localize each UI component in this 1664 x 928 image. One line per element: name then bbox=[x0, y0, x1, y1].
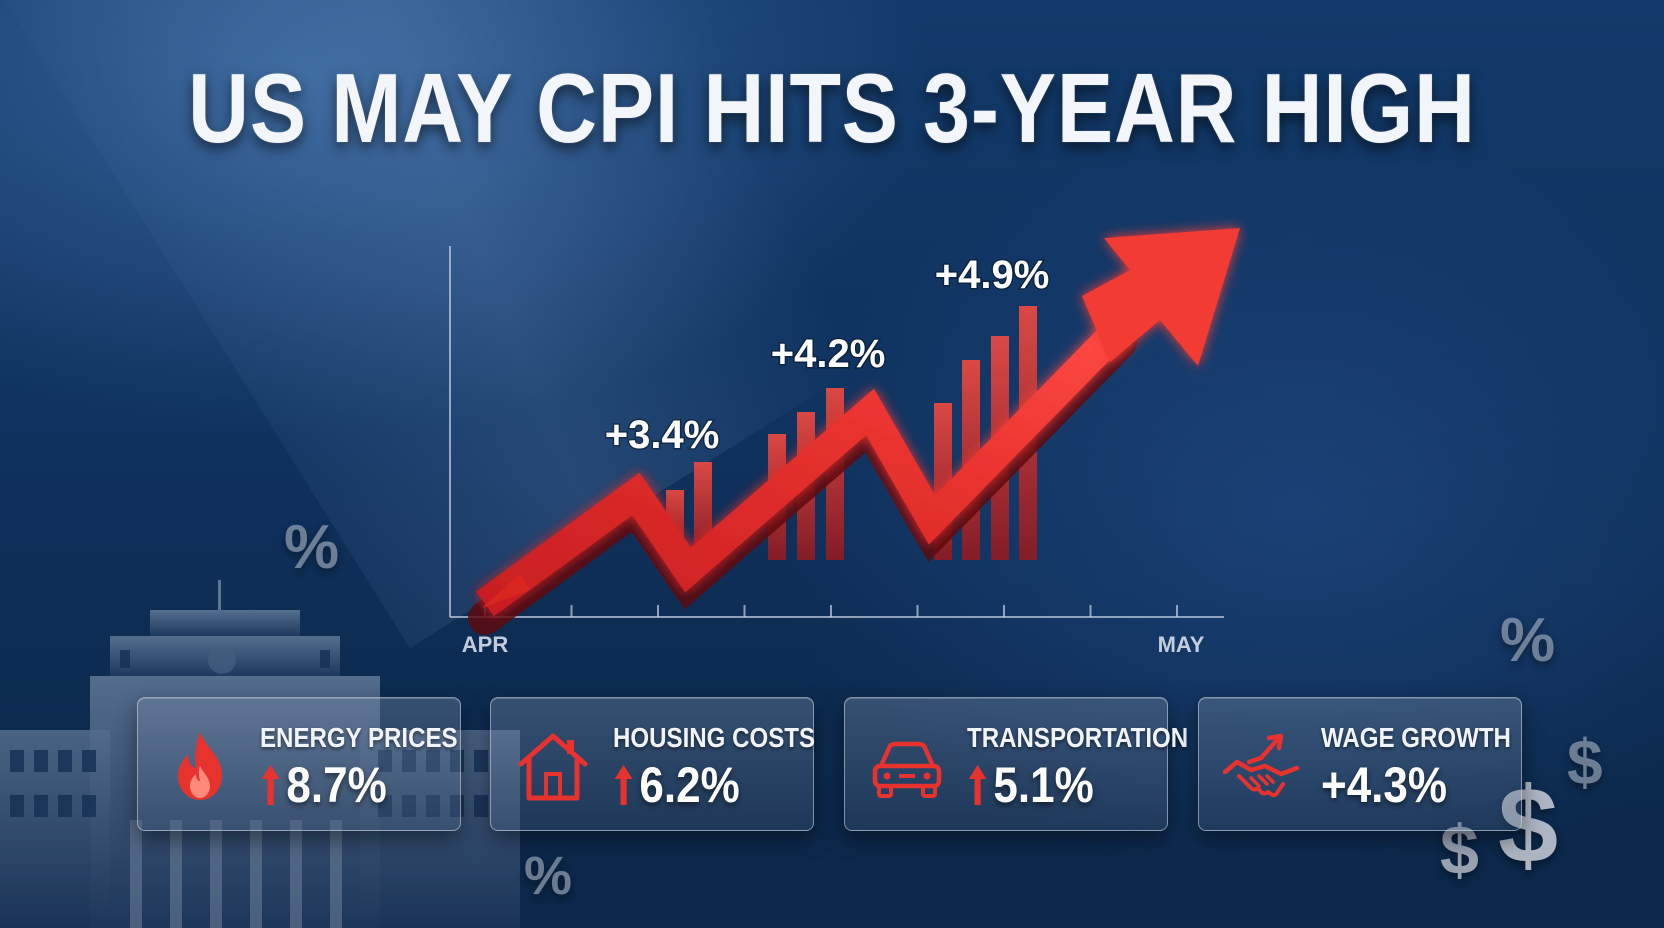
card-value: 6.2% bbox=[639, 757, 740, 813]
chart-axes: APR MAY bbox=[449, 246, 1224, 657]
data-label: +3.4% bbox=[605, 413, 720, 457]
card-label: ENERGY PRICES bbox=[260, 722, 458, 753]
data-bar bbox=[768, 434, 786, 560]
trend-arrow-shadow bbox=[468, 325, 1137, 635]
page-title: US MAY CPI HITS 3-YEAR HIGH bbox=[188, 53, 1476, 163]
x-tick-label: MAY bbox=[1158, 632, 1205, 657]
handshake-icon bbox=[1222, 733, 1300, 798]
card-value-row: 6.2% bbox=[613, 756, 740, 814]
card-label: WAGE GROWTH bbox=[1321, 722, 1511, 753]
federal-building-illustration bbox=[0, 580, 520, 928]
trend-arrowhead bbox=[1082, 228, 1240, 366]
percent-symbol-decoration: % bbox=[524, 846, 573, 906]
card-value-row: 8.7% bbox=[260, 756, 387, 814]
background-bars bbox=[666, 306, 1037, 560]
transportation-card: TRANSPORTATION 5.1% bbox=[844, 697, 1188, 831]
housing-costs-card: HOUSING COSTS 6.2% bbox=[490, 697, 816, 831]
data-bar bbox=[1019, 306, 1037, 560]
dollar-symbol-decoration: $ bbox=[1567, 726, 1603, 798]
house-icon bbox=[518, 733, 588, 801]
data-bar bbox=[826, 388, 844, 560]
card-value: 8.7% bbox=[286, 757, 387, 813]
dollar-symbol-decoration: $ bbox=[1498, 764, 1559, 885]
data-bar bbox=[666, 490, 684, 560]
dollar-symbol-decoration: $ bbox=[1440, 811, 1479, 889]
data-bar bbox=[797, 412, 815, 560]
data-label: +4.2% bbox=[771, 332, 886, 376]
data-bar bbox=[991, 336, 1009, 560]
trend-arrow-line bbox=[476, 317, 1131, 617]
percent-symbol-decoration: % bbox=[284, 513, 340, 582]
data-bar bbox=[694, 462, 712, 560]
percent-symbol-decoration: % bbox=[1500, 606, 1556, 675]
chart-labels: +3.4% +4.2% +4.9% bbox=[603, 252, 1051, 459]
data-label: +4.9% bbox=[935, 253, 1050, 297]
energy-prices-card: ENERGY PRICES 8.7% bbox=[137, 697, 461, 831]
flame-icon bbox=[178, 732, 222, 800]
card-label: HOUSING COSTS bbox=[613, 722, 816, 753]
card-value: 5.1% bbox=[993, 757, 1094, 813]
car-icon bbox=[872, 741, 942, 798]
data-bar bbox=[934, 403, 952, 560]
card-label: TRANSPORTATION bbox=[967, 722, 1189, 753]
up-arrow-icon bbox=[968, 765, 987, 805]
wage-growth-card: WAGE GROWTH +4.3% bbox=[1198, 697, 1522, 831]
up-arrow-icon bbox=[261, 765, 280, 805]
card-value-row: +4.3% bbox=[1321, 756, 1447, 814]
card-value: +4.3% bbox=[1321, 757, 1447, 813]
trend-arrow bbox=[468, 228, 1240, 635]
card-value-row: 5.1% bbox=[967, 756, 1094, 814]
up-arrow-icon bbox=[614, 765, 633, 805]
data-bar bbox=[962, 360, 980, 560]
